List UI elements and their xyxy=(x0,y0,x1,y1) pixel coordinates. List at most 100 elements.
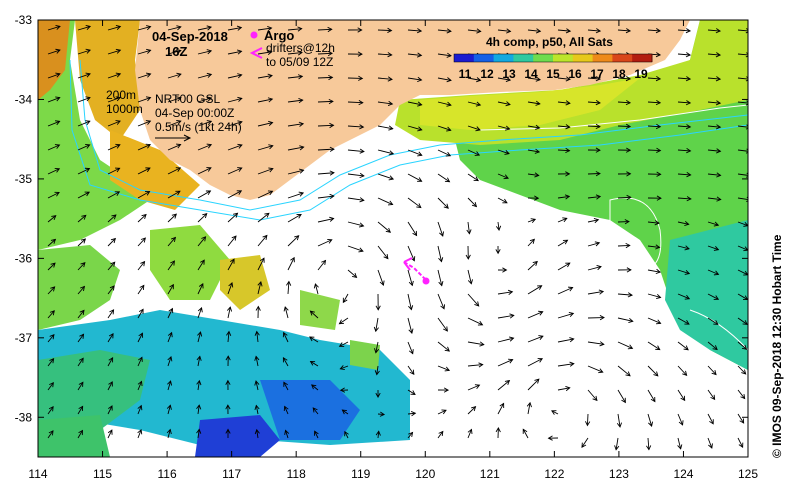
current-arrow xyxy=(137,191,151,199)
current-arrow xyxy=(377,100,394,107)
current-arrow xyxy=(317,216,335,223)
current-arrow xyxy=(167,25,182,31)
y-axis: -33 -34 -35 -36 -37 -38 xyxy=(15,13,748,424)
current-arrow xyxy=(677,124,692,130)
current-arrow xyxy=(647,268,662,275)
x-tick-label: 116 xyxy=(158,467,177,481)
current-arrow xyxy=(47,406,54,415)
current-arrow xyxy=(527,310,544,319)
current-arrow xyxy=(167,283,174,295)
current-arrow xyxy=(107,381,113,391)
current-arrow xyxy=(437,52,452,58)
current-arrow xyxy=(377,27,393,33)
current-arrow xyxy=(347,221,365,228)
current-arrow xyxy=(677,220,690,227)
current-arrow xyxy=(47,334,55,343)
scale-arrow-icon xyxy=(155,134,192,142)
current-arrow xyxy=(257,144,274,151)
current-arrow xyxy=(197,143,213,151)
current-arrow xyxy=(287,191,305,199)
map-date: 04-Sep-2018 xyxy=(152,29,228,44)
current-arrow xyxy=(77,214,87,223)
current-arrow xyxy=(225,428,231,439)
current-arrow xyxy=(497,76,512,83)
current-arrow xyxy=(437,28,452,34)
current-arrow xyxy=(437,341,450,352)
current-arrow xyxy=(347,99,364,106)
colorbar-swatch xyxy=(612,54,633,62)
current-arrow xyxy=(497,313,515,319)
current-arrow xyxy=(527,124,541,130)
current-arrow xyxy=(47,120,61,127)
current-arrow xyxy=(107,261,116,271)
current-arrow xyxy=(587,123,601,130)
current-arrow xyxy=(47,381,54,391)
current-arrow xyxy=(522,428,529,439)
current-arrow xyxy=(226,330,232,343)
current-arrow xyxy=(527,76,541,82)
current-arrow xyxy=(497,149,510,155)
current-arrow xyxy=(557,312,575,319)
current-arrow xyxy=(467,269,473,285)
current-arrow xyxy=(257,73,273,79)
current-arrow xyxy=(287,26,303,32)
current-arrow xyxy=(287,235,300,247)
current-arrow xyxy=(557,385,571,392)
current-arrow xyxy=(47,48,61,55)
current-arrow xyxy=(707,293,720,300)
sst-field xyxy=(38,20,748,457)
current-arrow xyxy=(77,191,90,199)
current-arrow xyxy=(377,245,389,260)
current-arrow xyxy=(77,262,86,271)
current-arrow xyxy=(617,123,632,129)
current-arrow xyxy=(587,315,605,321)
current-arrow xyxy=(557,100,571,106)
y-tick-label: -36 xyxy=(15,251,33,265)
current-arrow xyxy=(407,125,423,132)
current-arrow xyxy=(107,48,122,55)
current-arrow xyxy=(284,429,290,439)
current-arrow xyxy=(47,96,61,103)
current-arrow xyxy=(338,341,349,347)
current-arrow xyxy=(527,238,535,247)
current-arrow xyxy=(467,293,480,307)
current-arrow xyxy=(167,331,173,343)
current-arrow xyxy=(347,27,363,33)
current-arrow xyxy=(707,437,713,449)
current-arrow xyxy=(107,237,116,247)
current-arrow xyxy=(283,405,289,415)
current-arrow xyxy=(257,26,273,32)
current-arrow xyxy=(47,357,55,367)
current-arrow xyxy=(737,317,748,325)
current-arrow xyxy=(467,428,473,439)
current-arrow xyxy=(707,124,722,130)
current-arrow xyxy=(309,310,319,319)
current-arrow xyxy=(407,173,423,182)
current-arrow xyxy=(225,404,231,415)
current-arrow xyxy=(407,52,423,58)
current-arrow xyxy=(107,405,113,415)
current-arrow xyxy=(107,120,121,127)
current-arrow xyxy=(526,401,532,415)
current-arrow xyxy=(167,190,181,199)
current-arrow xyxy=(197,236,207,247)
current-arrow xyxy=(287,121,305,127)
current-arrow xyxy=(347,269,358,278)
current-arrow xyxy=(437,293,446,310)
current-arrow xyxy=(407,28,423,34)
current-arrow xyxy=(167,72,182,79)
current-arrow xyxy=(227,212,239,223)
current-arrow xyxy=(377,52,393,58)
current-arrow xyxy=(527,148,541,154)
current-arrow xyxy=(227,190,243,199)
colorbar-swatch xyxy=(533,54,554,62)
isobath-label-200m: 200m xyxy=(106,88,136,102)
current-arrow xyxy=(557,28,572,34)
current-arrow xyxy=(557,239,569,247)
current-arrow xyxy=(617,242,631,249)
current-arrow xyxy=(341,409,349,415)
colorbar-swatch xyxy=(572,54,594,62)
current-arrow xyxy=(317,170,335,176)
current-arrow xyxy=(77,238,87,247)
isobath-200m xyxy=(79,59,748,211)
